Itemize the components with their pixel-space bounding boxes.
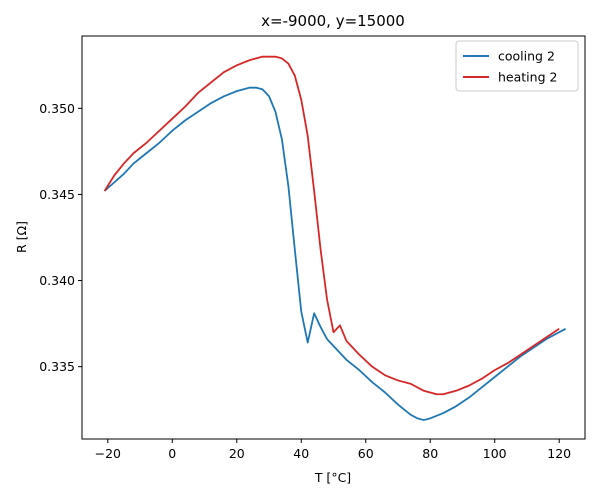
y-tick-label: 0.345 bbox=[39, 187, 75, 202]
y-tick-label: 0.335 bbox=[39, 359, 75, 374]
x-tick-label: 100 bbox=[483, 446, 507, 461]
x-tick-label: 120 bbox=[547, 446, 571, 461]
x-tick-label: 60 bbox=[358, 446, 374, 461]
x-tick-label: −20 bbox=[95, 446, 121, 461]
chart-title: x=-9000, y=15000 bbox=[261, 12, 405, 30]
legend: cooling 2 heating 2 bbox=[455, 40, 579, 92]
series-line-0 bbox=[103, 86, 567, 421]
plot-area bbox=[103, 55, 567, 421]
x-axis-label: T [°C] bbox=[314, 470, 351, 485]
y-tick-label: 0.350 bbox=[39, 101, 75, 116]
y-axis: 0.335 0.340 0.345 0.350 bbox=[39, 101, 82, 374]
y-axis-label: R [Ω] bbox=[14, 221, 29, 253]
axes-frame bbox=[81, 35, 586, 440]
x-tick-label: 80 bbox=[422, 446, 438, 461]
x-tick-label: 20 bbox=[229, 446, 245, 461]
x-tick-label: 40 bbox=[293, 446, 309, 461]
x-axis: −20 0 20 40 60 80 100 120 bbox=[95, 439, 571, 461]
legend-box bbox=[455, 40, 579, 92]
x-tick-label: 0 bbox=[168, 446, 176, 461]
legend-label-1: heating 2 bbox=[498, 70, 557, 85]
series-line-1 bbox=[103, 55, 560, 396]
y-tick-label: 0.340 bbox=[39, 273, 75, 288]
legend-label-0: cooling 2 bbox=[498, 49, 555, 64]
